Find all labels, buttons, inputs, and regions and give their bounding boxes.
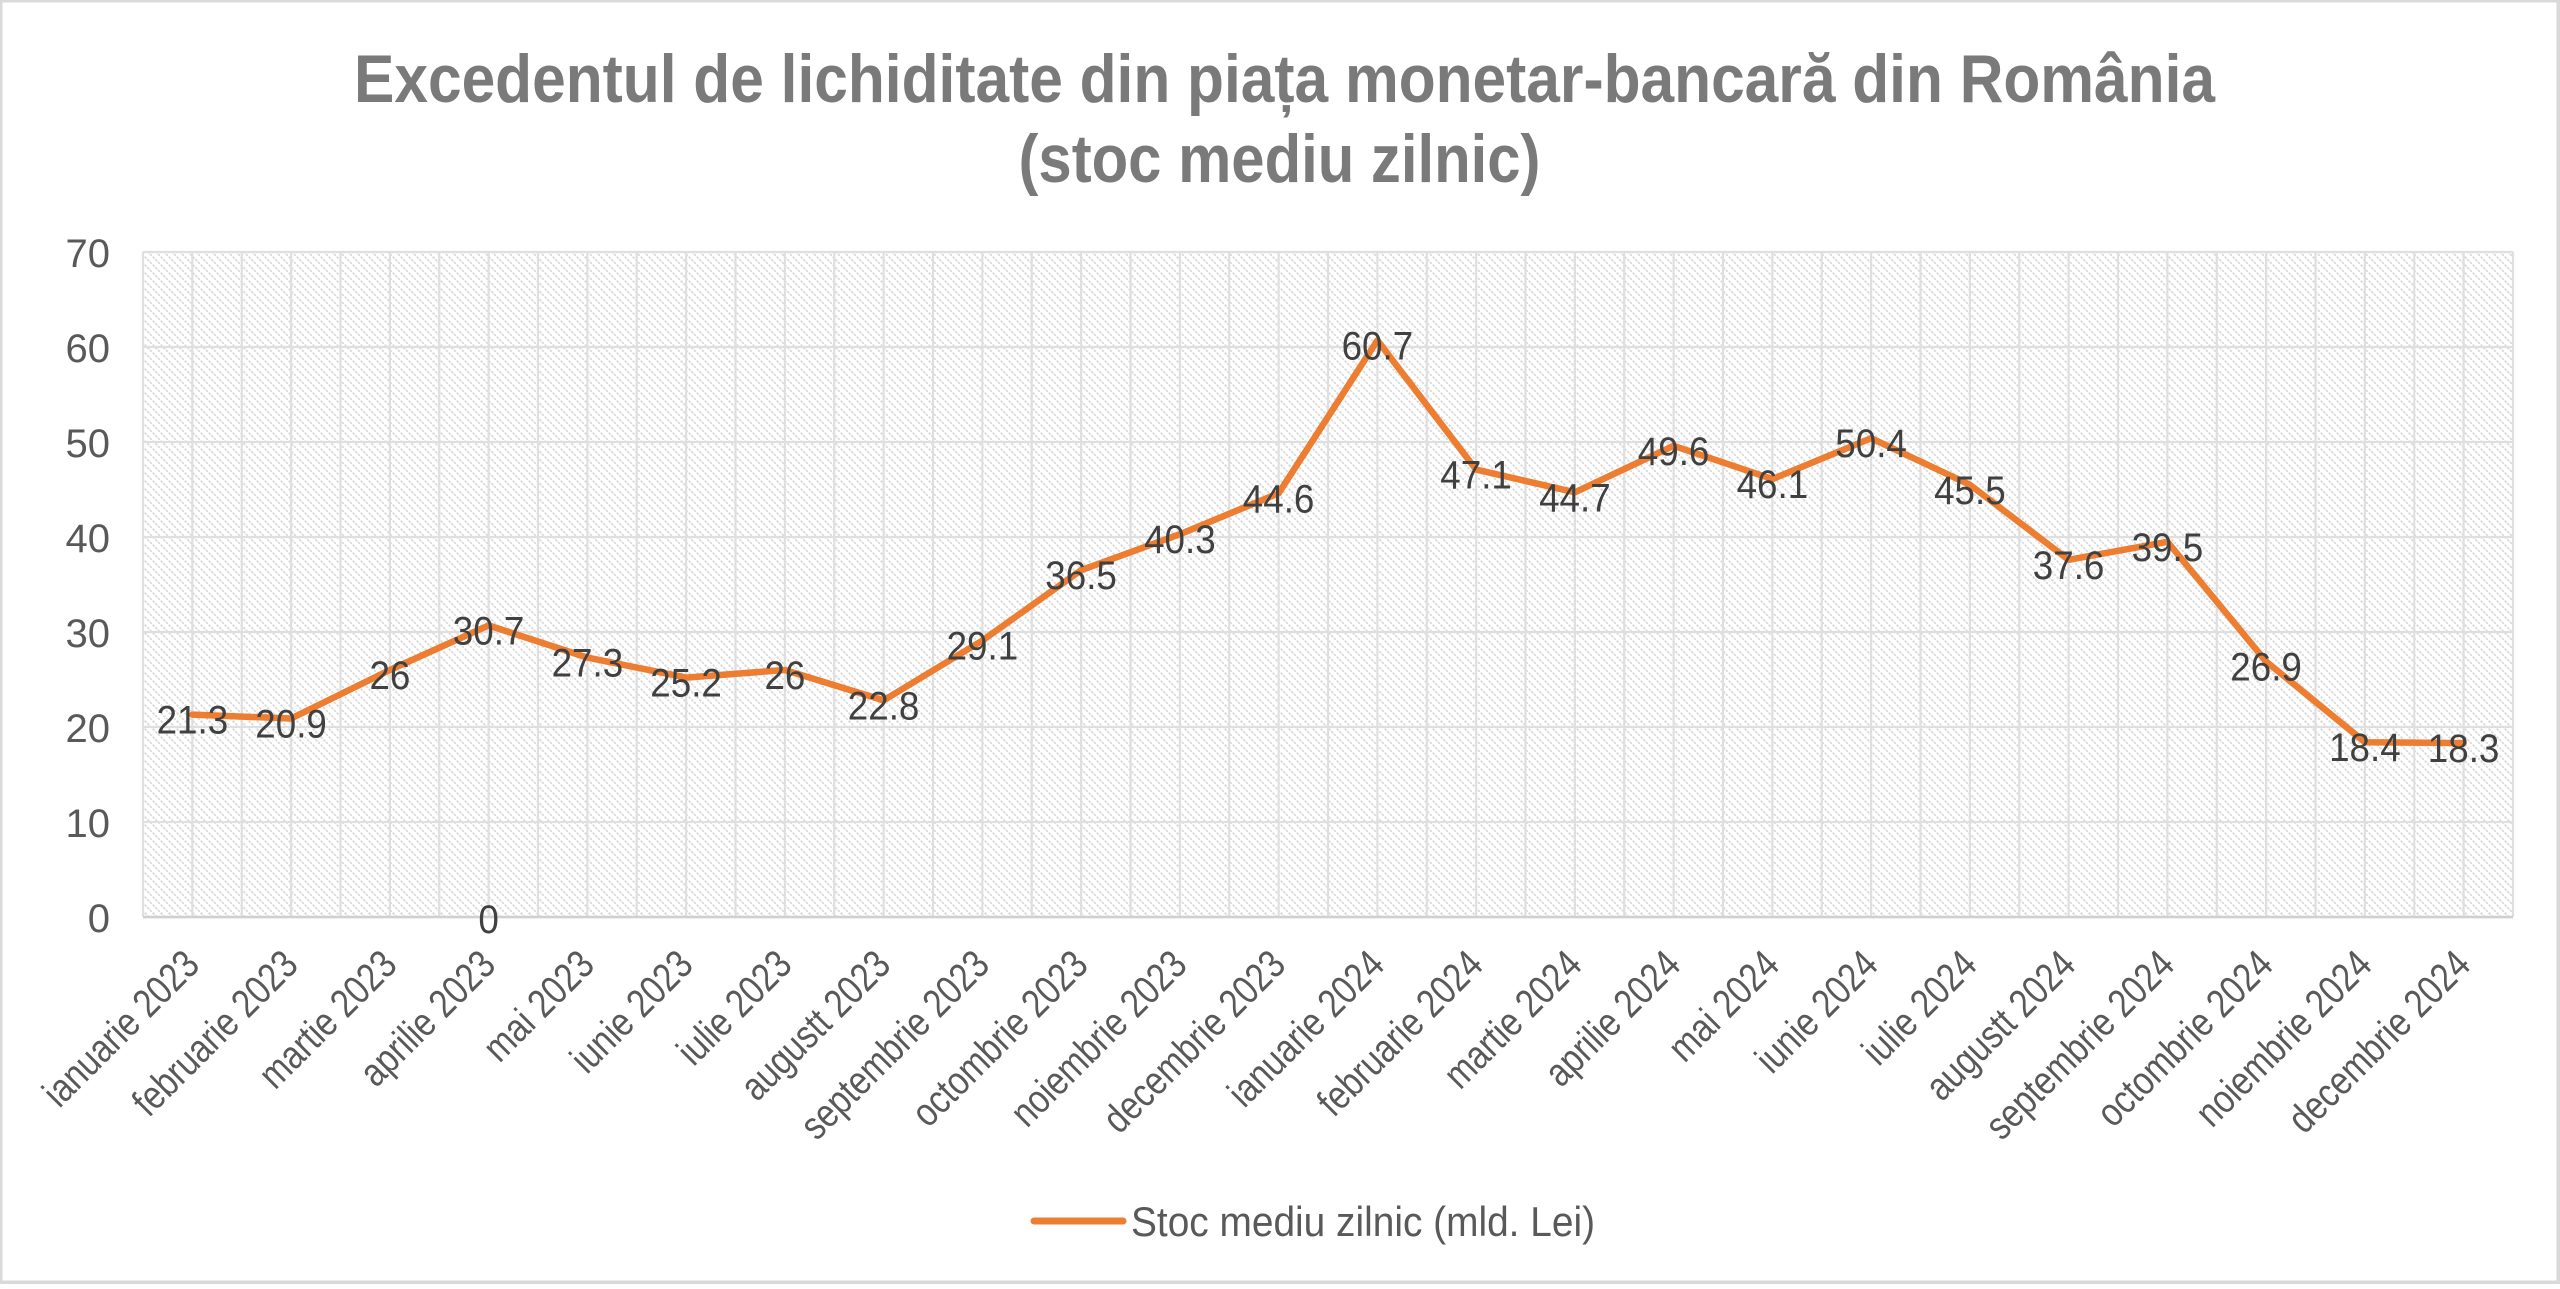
svg-text:60.7: 60.7: [1342, 324, 1414, 368]
svg-text:(stoc mediu zilnic): (stoc mediu zilnic): [1019, 121, 1541, 197]
svg-text:18.4: 18.4: [2329, 726, 2401, 770]
svg-text:47.1: 47.1: [1440, 454, 1512, 498]
svg-text:Excedentul de lichiditate din: Excedentul de lichiditate din piața mone…: [354, 41, 2216, 118]
svg-text:25.2: 25.2: [650, 662, 722, 706]
svg-text:18.3: 18.3: [2428, 727, 2500, 771]
svg-text:27.3: 27.3: [552, 642, 624, 686]
svg-text:30: 30: [66, 612, 111, 656]
svg-text:Stoc mediu zilnic (mld. Lei): Stoc mediu zilnic (mld. Lei): [1131, 1198, 1595, 1245]
svg-text:50: 50: [66, 422, 111, 466]
svg-text:26.9: 26.9: [2230, 646, 2302, 690]
svg-text:50.4: 50.4: [1835, 422, 1907, 466]
svg-text:26: 26: [369, 654, 410, 698]
svg-text:45.5: 45.5: [1934, 469, 2006, 513]
svg-text:30.7: 30.7: [453, 609, 525, 653]
svg-text:0: 0: [88, 897, 110, 941]
svg-text:40.3: 40.3: [1144, 518, 1216, 562]
svg-text:60: 60: [66, 327, 111, 371]
svg-text:29.1: 29.1: [947, 625, 1019, 669]
svg-text:44.7: 44.7: [1539, 476, 1611, 520]
svg-text:39.5: 39.5: [2132, 526, 2204, 570]
svg-text:0: 0: [478, 898, 499, 942]
svg-text:49.6: 49.6: [1638, 430, 1710, 474]
svg-text:20: 20: [66, 707, 111, 751]
svg-text:22.8: 22.8: [848, 684, 920, 728]
svg-text:36.5: 36.5: [1045, 554, 1117, 598]
svg-text:70: 70: [66, 232, 111, 276]
svg-text:20.9: 20.9: [255, 703, 327, 747]
svg-text:26: 26: [764, 654, 805, 698]
svg-text:21.3: 21.3: [157, 699, 229, 743]
svg-text:40: 40: [66, 517, 111, 561]
svg-text:10: 10: [66, 802, 111, 846]
svg-text:46.1: 46.1: [1737, 463, 1809, 507]
svg-text:44.6: 44.6: [1243, 477, 1315, 521]
svg-text:37.6: 37.6: [2033, 544, 2105, 588]
